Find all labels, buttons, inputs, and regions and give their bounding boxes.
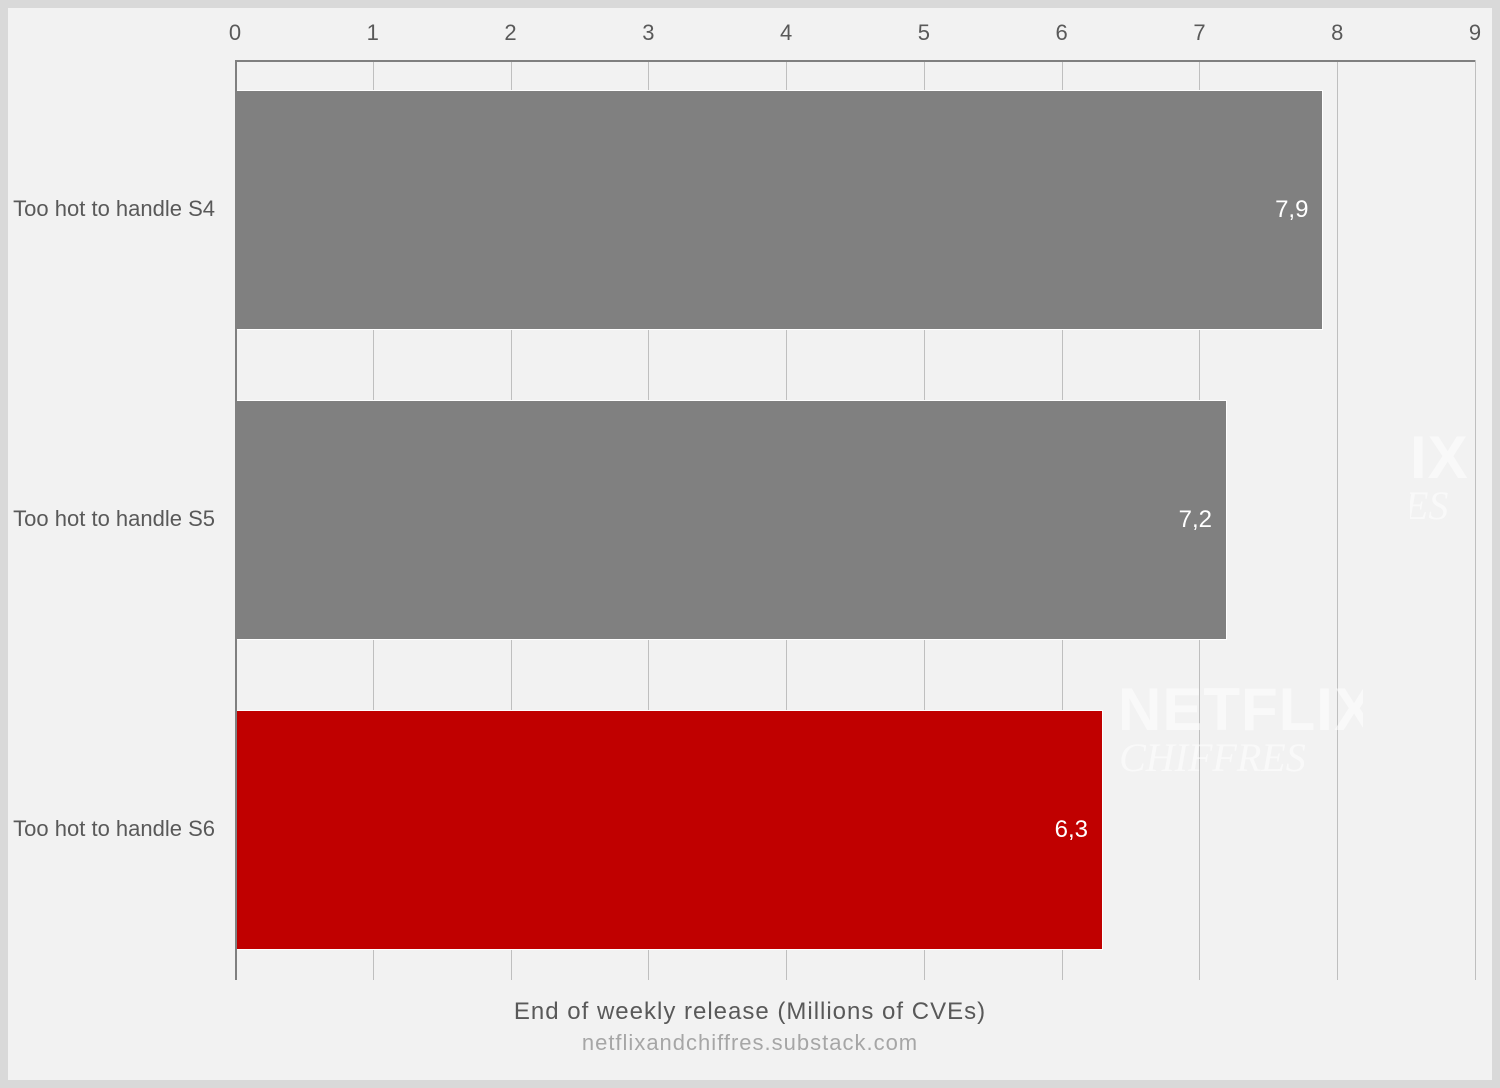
bar-value-label: 6,3 <box>1033 816 1088 844</box>
y-category-label: Too hot to handle S6 <box>0 816 215 842</box>
bar-value-label: 7,9 <box>1253 196 1308 224</box>
x-tick-label: 9 <box>1460 20 1490 46</box>
grid-line <box>1337 60 1338 980</box>
bar-value-label: 7,2 <box>1157 506 1212 534</box>
grid-line <box>1475 60 1476 980</box>
y-category-label: Too hot to handle S5 <box>0 506 215 532</box>
x-axis-line <box>235 60 1475 62</box>
x-tick-label: 3 <box>633 20 663 46</box>
x-tick-label: 5 <box>909 20 939 46</box>
x-tick-label: 2 <box>496 20 526 46</box>
x-tick-label: 1 <box>358 20 388 46</box>
plot-area: 7,9 7,2 6,3 <box>235 60 1475 980</box>
bar <box>235 710 1103 950</box>
x-tick-label: 6 <box>1047 20 1077 46</box>
x-tick-label: 0 <box>220 20 250 46</box>
credit-text: netflixandchiffres.substack.com <box>0 1030 1500 1056</box>
x-tick-label: 7 <box>1184 20 1214 46</box>
x-tick-label: 4 <box>771 20 801 46</box>
bar <box>235 90 1323 330</box>
x-axis-title: End of weekly release (Millions of CVEs) <box>0 998 1500 1026</box>
y-category-label: Too hot to handle S4 <box>0 196 215 222</box>
x-tick-label: 8 <box>1322 20 1352 46</box>
bar <box>235 400 1227 640</box>
y-axis-line <box>235 60 237 980</box>
